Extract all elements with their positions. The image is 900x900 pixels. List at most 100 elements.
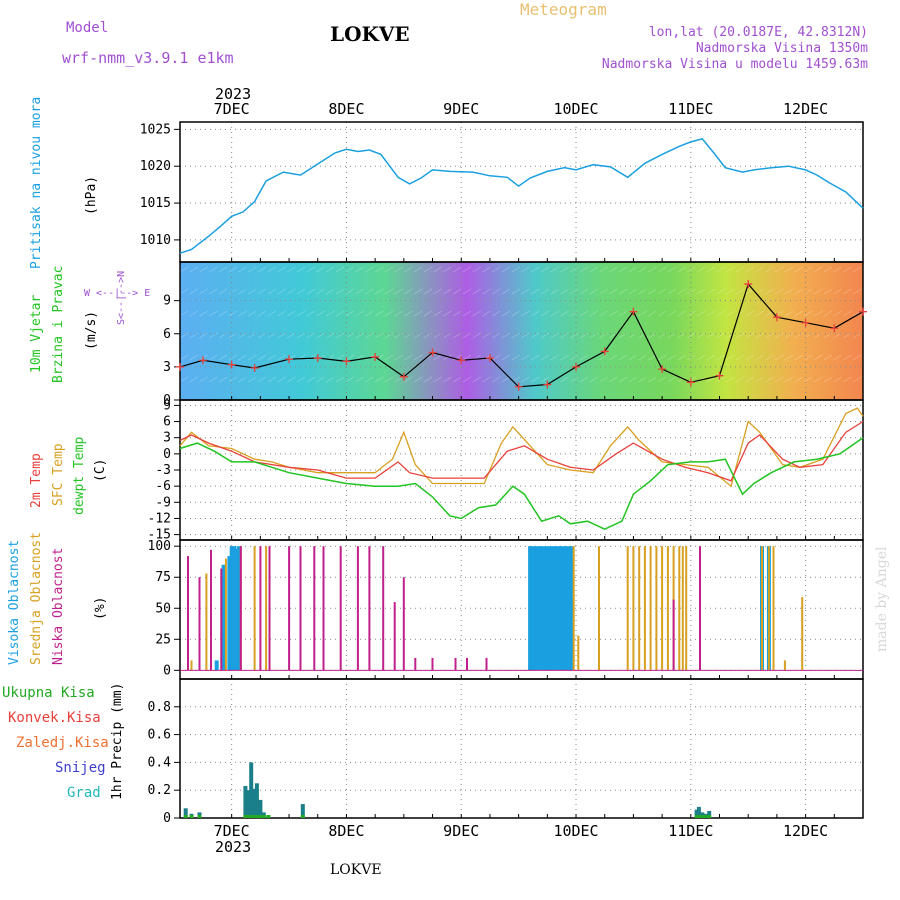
wind-barb-mark bbox=[638, 288, 647, 295]
wind-barb-mark bbox=[579, 266, 589, 273]
temp-2m-line bbox=[179, 420, 864, 482]
wind-barb-mark bbox=[521, 288, 530, 295]
wind-barb-mark bbox=[775, 288, 784, 295]
wind-gust-point bbox=[801, 318, 810, 327]
wind-gust-point bbox=[772, 313, 781, 322]
mid-cloud-bar bbox=[253, 546, 256, 671]
wind-barb-mark bbox=[277, 310, 286, 317]
wind-barb-mark bbox=[843, 376, 852, 383]
wind-barb-mark bbox=[560, 266, 569, 273]
wind-barb-mark bbox=[735, 310, 745, 317]
wind-gust-point bbox=[744, 280, 753, 289]
wind-barb-mark bbox=[199, 376, 208, 383]
wind-barb-mark bbox=[853, 332, 862, 339]
wind-barb-mark bbox=[823, 288, 833, 295]
wind-barb-mark bbox=[579, 332, 589, 339]
low-cloud-bar bbox=[672, 599, 675, 671]
high-cloud-bar bbox=[236, 546, 241, 671]
wind-barb-mark bbox=[814, 310, 823, 317]
wind-gust-point bbox=[514, 382, 523, 391]
wind-barb-mark bbox=[472, 310, 481, 317]
footer-station: LOKVE bbox=[330, 862, 382, 878]
high-cloud-bar bbox=[535, 546, 539, 671]
mid-cloud-bar bbox=[632, 546, 635, 671]
wind-barb-mark bbox=[814, 288, 823, 295]
mid-cloud-bar bbox=[666, 546, 669, 671]
low-cloud-bar bbox=[313, 546, 316, 671]
wind-barb-mark bbox=[687, 354, 696, 361]
wind-barb-mark bbox=[667, 266, 677, 273]
wind-gust-point bbox=[658, 365, 667, 374]
low-cloud-bar bbox=[454, 657, 457, 671]
wind-barb-mark bbox=[570, 310, 579, 317]
wind-barb-mark bbox=[560, 288, 569, 295]
y-tick-label: 1025 bbox=[140, 122, 171, 137]
high-cloud-bar bbox=[528, 546, 533, 671]
y-tick-label: 1010 bbox=[140, 233, 171, 248]
wind-barb-mark bbox=[501, 354, 511, 361]
wind-barb-mark bbox=[784, 354, 794, 361]
wind-barb-mark bbox=[453, 266, 462, 273]
wind-barb-mark bbox=[521, 376, 530, 383]
wind-barb-mark bbox=[501, 310, 511, 317]
wind-barb-mark bbox=[374, 376, 384, 383]
wind-barb-mark bbox=[648, 376, 657, 383]
wind-barb-mark bbox=[306, 310, 316, 317]
wind-barb-mark bbox=[199, 332, 208, 339]
wind-barb-mark bbox=[531, 288, 540, 295]
precip-bar-base bbox=[249, 815, 254, 818]
low-cloud-bar bbox=[187, 556, 189, 671]
precip-bar-base bbox=[707, 815, 712, 818]
wind-barb-mark bbox=[209, 310, 218, 317]
wind-barb-mark bbox=[199, 310, 208, 317]
wind-gust-point bbox=[285, 355, 294, 364]
precip-bar bbox=[243, 786, 248, 818]
wind-barb-mark bbox=[209, 266, 218, 273]
wind-barb-mark bbox=[374, 310, 384, 317]
low-cloud-bar bbox=[466, 657, 468, 671]
wind-barb-mark bbox=[218, 376, 228, 383]
wind-barb-mark bbox=[492, 332, 501, 339]
high-cloud-bar bbox=[538, 546, 543, 671]
mid-cloud-bar bbox=[190, 660, 193, 671]
wind-barb-mark bbox=[355, 266, 364, 273]
wind-gust-point bbox=[399, 372, 408, 381]
wind-barb-mark bbox=[599, 354, 608, 361]
wind-barb-mark bbox=[267, 310, 276, 317]
wind-barb-mark bbox=[492, 266, 501, 273]
wind-barb-mark bbox=[521, 332, 530, 339]
wind-barb-mark bbox=[765, 288, 774, 295]
wind-barb-mark bbox=[706, 288, 716, 295]
wind-barb-mark bbox=[550, 332, 559, 339]
wind-gust-point bbox=[600, 347, 609, 356]
wind-barb-mark bbox=[570, 266, 579, 273]
wind-barb-mark bbox=[384, 288, 394, 295]
y-tick-label: 0.6 bbox=[148, 728, 171, 743]
low-cloud-bar bbox=[268, 546, 271, 671]
low-cloud-bar bbox=[402, 577, 405, 671]
wind-barb-mark bbox=[609, 266, 618, 273]
wind-barb-mark bbox=[794, 310, 803, 317]
wind-barb-mark bbox=[384, 354, 394, 361]
wind-barb-mark bbox=[238, 288, 247, 295]
precip-bar-base bbox=[189, 815, 194, 818]
wind-barb-mark bbox=[531, 310, 540, 317]
wind-barb-mark bbox=[345, 310, 355, 317]
wind-gust-point bbox=[313, 354, 322, 363]
wind-barb-mark bbox=[618, 288, 628, 295]
y-tick-label: 50 bbox=[155, 601, 171, 616]
wind-barb-mark bbox=[657, 310, 667, 317]
wind-barb-mark bbox=[453, 310, 462, 317]
year-bottom: 2023 bbox=[215, 838, 252, 856]
precip-bar-base bbox=[254, 815, 259, 818]
wind-barb-mark bbox=[560, 354, 569, 361]
wind-barb-mark bbox=[521, 310, 530, 317]
precip-legend-total: Ukupna Kisa bbox=[2, 685, 95, 701]
wind-barb-mark bbox=[335, 354, 345, 361]
wind-barb-mark bbox=[521, 354, 530, 361]
wind-barb-mark bbox=[179, 354, 189, 361]
wind-barb-mark bbox=[443, 288, 452, 295]
wind-barb-mark bbox=[228, 310, 237, 317]
wind-barb-mark bbox=[716, 354, 725, 361]
